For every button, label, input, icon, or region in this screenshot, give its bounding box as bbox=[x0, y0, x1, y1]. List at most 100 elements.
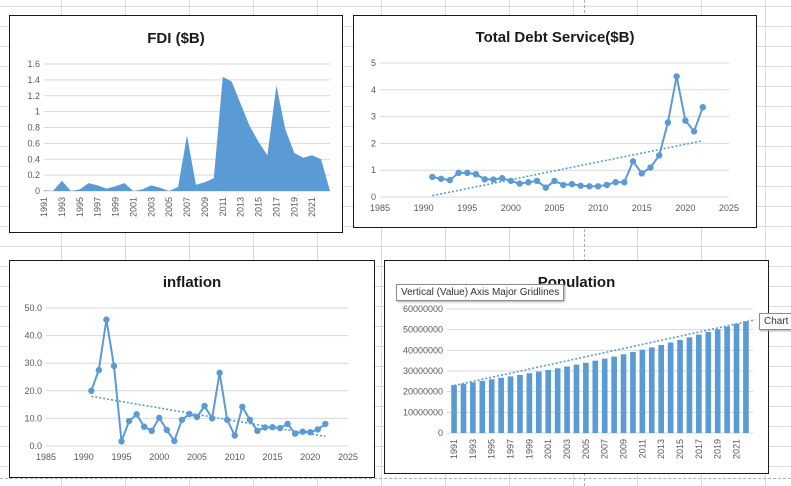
fdi-x-tick: 1995 bbox=[75, 197, 85, 217]
debt-x-tick: 2015 bbox=[632, 203, 652, 213]
inflation-x-tick: 1985 bbox=[36, 452, 56, 462]
fdi-y-tick: 0.4 bbox=[27, 154, 40, 164]
debt-y-tick: 4 bbox=[371, 85, 376, 95]
chart-title: FDI ($B) bbox=[147, 30, 205, 47]
fdi-x-tick: 2021 bbox=[307, 197, 317, 217]
debt-point bbox=[542, 184, 549, 191]
population-bar bbox=[686, 337, 693, 433]
debt-point bbox=[446, 176, 453, 184]
inflation-x-tick: 2010 bbox=[225, 452, 245, 462]
page-break-horizontal bbox=[0, 478, 791, 479]
fdi-x-tick: 2017 bbox=[271, 197, 281, 217]
fdi-y-tick: 0.8 bbox=[27, 123, 40, 133]
inflation-y-tick: 20.0 bbox=[24, 386, 42, 396]
debt-point bbox=[490, 176, 497, 183]
inflation-point bbox=[186, 410, 193, 418]
inflation-point bbox=[231, 432, 238, 439]
population-y-tick: 30000000 bbox=[403, 366, 443, 376]
inflation-point bbox=[171, 437, 178, 445]
debt-point bbox=[481, 176, 488, 183]
debt-point bbox=[699, 104, 707, 111]
debt-point bbox=[647, 164, 654, 171]
inflation-point bbox=[125, 417, 133, 425]
population-y-tick: 60000000 bbox=[403, 304, 443, 314]
population-bar bbox=[564, 366, 570, 433]
inflation-point bbox=[291, 430, 299, 437]
inflation-point bbox=[299, 428, 306, 435]
population-bar bbox=[583, 362, 589, 433]
debt-point bbox=[586, 183, 593, 190]
population-x-tick: 2015 bbox=[675, 439, 685, 459]
debt-point bbox=[507, 177, 515, 185]
chart-fdi[interactable]: FDI ($B) 0 0.2 0.4 0.6 0.8 1 1.2 1.4 1.6 1991 1993… bbox=[9, 15, 343, 233]
inflation-point bbox=[193, 413, 201, 421]
page-break-vertical bbox=[584, 0, 585, 486]
debt-point bbox=[464, 169, 471, 177]
gridlines-tooltip: Vertical (Value) Axis Major Gridlines bbox=[396, 284, 565, 301]
population-bar bbox=[507, 376, 514, 433]
fdi-y-tick: 1.4 bbox=[27, 75, 40, 85]
debt-point bbox=[594, 183, 602, 190]
population-bar bbox=[451, 385, 457, 433]
debt-point bbox=[577, 182, 584, 189]
inflation-plot: 0.0 10.0 20.0 30.0 40.0 50.0 1985 1990 1995 2000 2… bbox=[24, 303, 358, 462]
debt-point bbox=[638, 170, 645, 177]
debt-x-tick: 2000 bbox=[501, 203, 521, 213]
population-bar bbox=[639, 349, 646, 433]
fdi-x-tick: 1991 bbox=[39, 197, 49, 217]
population-bar bbox=[611, 356, 617, 433]
fdi-y-tick: 0 bbox=[35, 186, 40, 196]
fdi-y-tick: 0.6 bbox=[27, 138, 40, 148]
fdi-x-tick: 1999 bbox=[111, 197, 121, 217]
fdi-x-tick: 1997 bbox=[93, 197, 103, 217]
inflation-point bbox=[246, 416, 254, 423]
population-x-tick: 2003 bbox=[562, 439, 572, 459]
debt-x-tick: 2010 bbox=[588, 203, 608, 213]
population-y-tick: 50000000 bbox=[403, 325, 443, 335]
debt-x-tick: 2005 bbox=[544, 203, 564, 213]
debt-point bbox=[603, 181, 611, 189]
fdi-x-tick: 2011 bbox=[218, 197, 228, 216]
debt-trendline bbox=[432, 139, 703, 197]
chart-debt-service[interactable]: Total Debt Service($B) 0 1 2 3 4 5 1985 1990 199… bbox=[353, 15, 757, 228]
debt-point bbox=[673, 73, 680, 80]
population-bar bbox=[620, 354, 627, 433]
population-y-tick: 0 bbox=[438, 428, 443, 438]
chart-inflation[interactable]: inflation 0.0 10.0 20.0 30.0 40.0 50.0 1985 199… bbox=[9, 260, 375, 478]
debt-point bbox=[656, 152, 663, 159]
debt-point bbox=[516, 180, 523, 187]
fdi-area-series bbox=[44, 76, 330, 191]
population-bar bbox=[630, 351, 636, 433]
population-bar bbox=[488, 379, 495, 433]
debt-x-tick: 2020 bbox=[675, 203, 695, 213]
inflation-point bbox=[201, 402, 208, 410]
inflation-point bbox=[163, 426, 170, 434]
population-x-tick: 1995 bbox=[487, 439, 497, 459]
inflation-point bbox=[307, 429, 314, 436]
inflation-point bbox=[178, 416, 186, 423]
fdi-x-tick: 2019 bbox=[289, 197, 299, 217]
inflation-point bbox=[254, 427, 261, 435]
population-bar bbox=[460, 383, 467, 433]
fdi-x-tick: 2015 bbox=[254, 197, 264, 217]
inflation-point bbox=[269, 424, 276, 431]
inflation-y-tick: 40.0 bbox=[24, 331, 42, 341]
population-bar bbox=[601, 358, 608, 433]
population-bar bbox=[535, 371, 542, 433]
chart-tooltip: Chart bbox=[759, 313, 791, 330]
inflation-point bbox=[276, 424, 284, 432]
population-y-tick: 10000000 bbox=[403, 407, 443, 417]
inflation-point bbox=[140, 423, 148, 430]
inflation-point bbox=[156, 414, 163, 422]
population-bar bbox=[479, 380, 486, 433]
population-bar bbox=[667, 342, 674, 433]
population-x-tick: 2005 bbox=[581, 439, 591, 459]
debt-point bbox=[429, 173, 436, 181]
debt-point bbox=[629, 158, 637, 165]
fdi-x-tick: 1993 bbox=[57, 197, 67, 217]
population-x-tick: 1997 bbox=[506, 439, 516, 459]
inflation-point bbox=[148, 427, 155, 435]
population-bar bbox=[648, 347, 655, 433]
debt-series-line bbox=[432, 76, 704, 189]
chart-title: Total Debt Service($B) bbox=[475, 29, 635, 46]
